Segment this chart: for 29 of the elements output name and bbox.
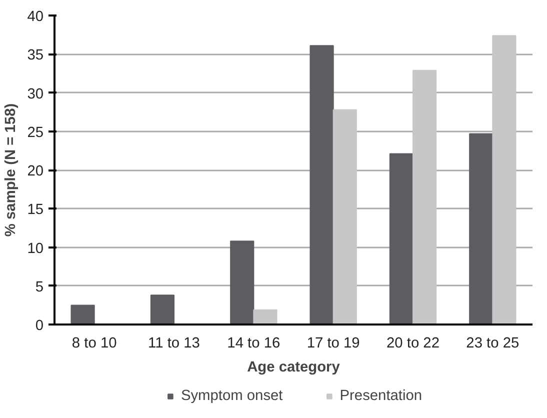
y-tick-label: 25 xyxy=(27,124,44,141)
bar xyxy=(389,153,414,324)
bar xyxy=(310,45,334,324)
bar xyxy=(412,70,437,324)
x-axis-title: Age category xyxy=(247,360,341,376)
legend-label: Symptom onset xyxy=(180,388,283,404)
y-tick-label: 5 xyxy=(35,279,44,296)
x-tick-label: 11 to 13 xyxy=(148,336,200,352)
y-tick-label: 40 xyxy=(27,9,44,25)
bar xyxy=(230,240,254,324)
y-axis-title: % sample (N = 158) xyxy=(3,103,20,237)
y-tick-label: 0 xyxy=(35,318,44,334)
x-tick-label: 17 to 19 xyxy=(306,336,360,352)
bar xyxy=(150,294,174,324)
bar xyxy=(70,304,95,324)
y-tick-label: 30 xyxy=(27,86,44,102)
x-tick-label: 14 to 16 xyxy=(227,336,280,352)
y-tick-label: 35 xyxy=(27,48,44,64)
y-tick-label: 20 xyxy=(27,164,44,180)
x-tick-label: 23 to 25 xyxy=(466,336,520,352)
y-tick-label: 10 xyxy=(27,240,44,257)
y-tick-label: 15 xyxy=(27,202,44,218)
x-tick-label: 20 to 22 xyxy=(386,336,440,352)
bar xyxy=(332,109,357,324)
legend-label: Presentation xyxy=(340,388,422,404)
bar xyxy=(253,309,278,324)
bar xyxy=(469,133,494,324)
x-tick-label: 8 to 10 xyxy=(72,336,117,352)
bar xyxy=(492,35,516,324)
